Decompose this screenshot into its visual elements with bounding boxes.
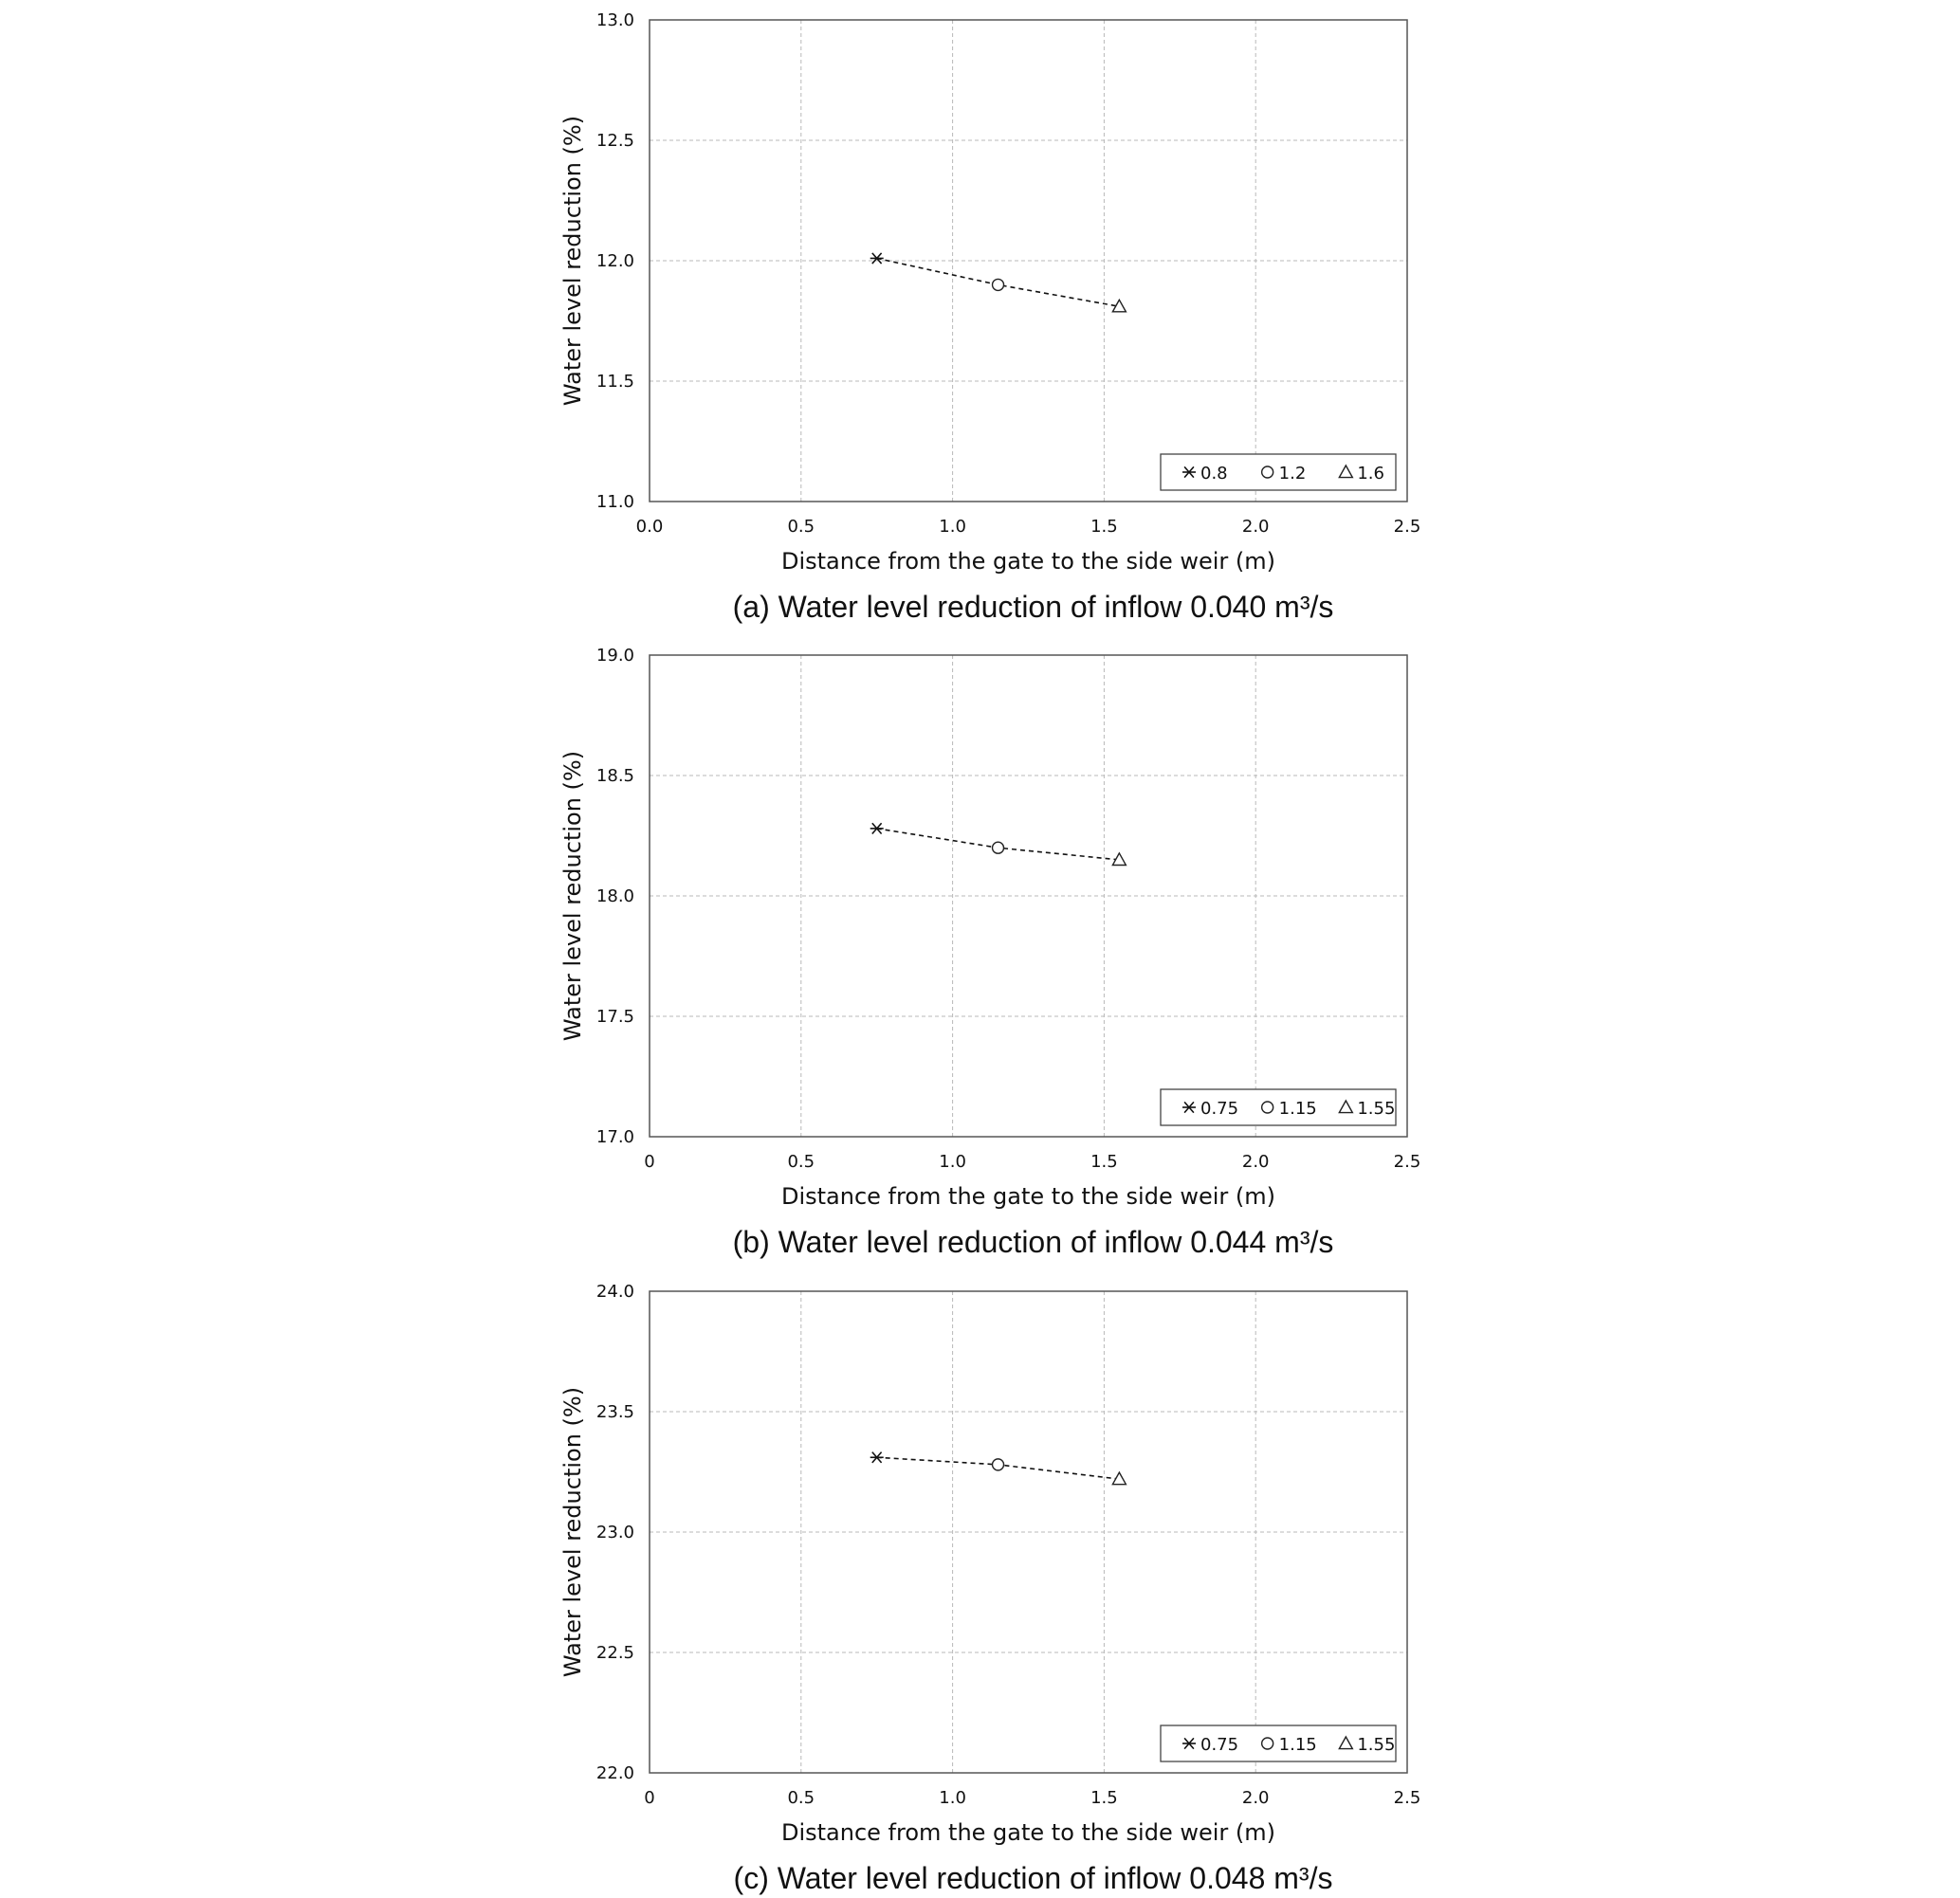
chart-caption: (c) Water level reduction of inflow 0.04…	[734, 1861, 1333, 1895]
y-tick-label: 18.5	[596, 766, 634, 786]
y-tick-label: 17.0	[596, 1127, 634, 1147]
y-tick-label: 23.5	[596, 1402, 634, 1422]
legend-marker-asterisk	[1182, 465, 1196, 479]
x-tick-label: 0.5	[787, 1152, 815, 1172]
data-point-asterisk	[870, 252, 884, 265]
legend-marker-triangle	[1338, 1735, 1354, 1750]
plot-area	[649, 19, 1408, 502]
legend-label: 1.55	[1357, 1735, 1395, 1755]
plot-area	[649, 1290, 1408, 1774]
x-axis-label: Distance from the gate to the side weir …	[781, 548, 1275, 575]
legend-marker-asterisk	[1182, 1101, 1196, 1114]
y-tick-label: 17.5	[596, 1007, 634, 1027]
legend-label: 1.55	[1357, 1099, 1395, 1119]
data-point-asterisk	[870, 1451, 884, 1464]
x-tick-label: 2.0	[1242, 1788, 1270, 1808]
x-tick-label: 2.5	[1394, 1152, 1421, 1172]
legend-label: 0.75	[1200, 1099, 1238, 1119]
x-tick-label: 1.0	[939, 1152, 966, 1172]
x-tick-label: 1.5	[1090, 1152, 1118, 1172]
chart-panel-0: 11.0 11.5 12.0 12.5 13.0 0.0 0.5 1.0 1.5 2.0 2.5 Di…	[559, 10, 1420, 624]
y-tick-label: 23.0	[596, 1523, 634, 1542]
x-axis-label: Distance from the gate to the side weir …	[781, 1819, 1275, 1846]
legend: 0.75 1.15 1.55	[1160, 1725, 1397, 1762]
x-tick-label: 0	[644, 1788, 654, 1808]
x-tick-label: 1.5	[1090, 517, 1118, 537]
y-axis-label: Water level reduction (%)	[559, 116, 586, 406]
data-point-asterisk	[870, 822, 884, 835]
x-tick-label: 0.0	[636, 517, 664, 537]
x-tick-label: 1.0	[939, 517, 966, 537]
legend-label: 1.2	[1279, 464, 1307, 484]
x-tick-label: 0.5	[787, 517, 815, 537]
legend-box	[1160, 1725, 1397, 1762]
legend-marker-circle	[1260, 1101, 1274, 1114]
chart-panel-2: 22.0 22.5 23.0 23.5 24.0 0 0.5 1.0 1.5 2.0 2.5 Dist…	[559, 1282, 1420, 1895]
legend-marker-circle	[1260, 465, 1274, 479]
x-tick-label: 0	[644, 1152, 654, 1172]
data-point-triangle	[1111, 1470, 1127, 1486]
x-tick-label: 2.0	[1242, 517, 1270, 537]
chart-panel-1: 17.0 17.5 18.0 18.5 19.0 0 0.5 1.0 1.5 2.0 2.5 Dist…	[559, 646, 1420, 1259]
x-tick-label: 0.5	[787, 1788, 815, 1808]
data-point-circle	[991, 1458, 1005, 1471]
y-tick-label: 22.5	[596, 1643, 634, 1663]
legend-label: 0.8	[1200, 464, 1228, 484]
legend-marker-triangle	[1338, 464, 1354, 479]
legend-marker-asterisk	[1182, 1737, 1196, 1750]
legend-label: 0.75	[1200, 1735, 1238, 1755]
legend-marker-triangle	[1338, 1099, 1354, 1114]
y-tick-label: 12.0	[596, 251, 634, 271]
y-tick-label: 22.0	[596, 1763, 634, 1783]
y-tick-label: 13.0	[596, 10, 634, 30]
x-axis-label: Distance from the gate to the side weir …	[781, 1183, 1275, 1210]
y-tick-label: 11.0	[596, 492, 634, 512]
legend: 0.75 1.15 1.55	[1160, 1088, 1397, 1126]
data-point-triangle	[1111, 298, 1127, 313]
x-tick-label: 2.5	[1394, 1788, 1421, 1808]
x-tick-label: 1.0	[939, 1788, 966, 1808]
legend-label: 1.15	[1279, 1735, 1317, 1755]
y-tick-label: 12.5	[596, 131, 634, 151]
x-tick-label: 2.0	[1242, 1152, 1270, 1172]
y-tick-label: 19.0	[596, 646, 634, 666]
y-tick-label: 18.0	[596, 886, 634, 906]
x-tick-label: 2.5	[1394, 517, 1421, 537]
legend-label: 1.6	[1357, 464, 1384, 484]
plot-area	[649, 654, 1408, 1138]
data-point-triangle	[1111, 851, 1127, 867]
data-point-circle	[991, 841, 1005, 854]
legend: 0.8 1.2 1.6	[1160, 453, 1397, 491]
y-axis-label: Water level reduction (%)	[559, 751, 586, 1041]
x-tick-label: 1.5	[1090, 1788, 1118, 1808]
legend-box	[1160, 1088, 1397, 1126]
y-axis-label: Water level reduction (%)	[559, 1387, 586, 1677]
legend-marker-circle	[1260, 1737, 1274, 1750]
legend-box	[1160, 453, 1397, 491]
chart-caption: (b) Water level reduction of inflow 0.04…	[733, 1225, 1334, 1259]
y-tick-label: 11.5	[596, 372, 634, 392]
data-point-circle	[991, 278, 1005, 292]
chart-caption: (a) Water level reduction of inflow 0.04…	[733, 590, 1334, 624]
legend-label: 1.15	[1279, 1099, 1317, 1119]
y-tick-label: 24.0	[596, 1282, 634, 1302]
